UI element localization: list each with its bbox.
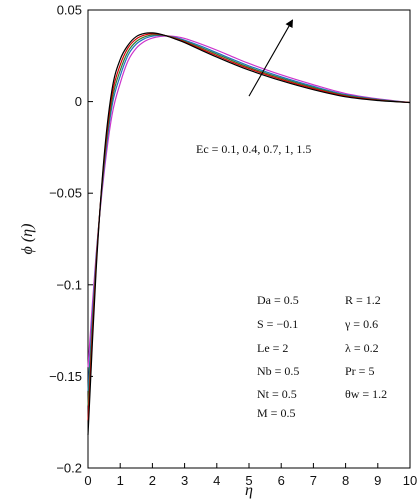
param-nb: Nb = 0.5 — [257, 364, 299, 378]
param-s: S = −0.1 — [257, 317, 298, 331]
x-tick-label: 8 — [342, 473, 349, 488]
param-r: R = 1.2 — [345, 293, 381, 307]
param-da: Da = 0.5 — [257, 293, 299, 307]
y-tick-label: −0.05 — [49, 186, 82, 201]
x-tick-label: 0 — [84, 473, 91, 488]
param-lambda: λ = 0.2 — [345, 341, 379, 355]
param-le: Le = 2 — [257, 341, 288, 355]
x-tick-label: 5 — [245, 473, 252, 488]
y-tick-label: −0.2 — [56, 461, 82, 476]
series-line — [87, 33, 411, 421]
series-lines — [87, 32, 411, 436]
y-tick-label: −0.15 — [49, 369, 82, 384]
tick-labels: 0 1 2 3 4 5 6 7 8 9 10 −0.2 −0.15 −0.1 −0.05 0 0.05 — [49, 3, 417, 489]
param-gamma: γ = 0.6 — [344, 317, 378, 331]
param-theta-w: θw = 1.2 — [345, 387, 387, 401]
y-tick-label: 0 — [75, 94, 82, 109]
x-tick-label: 9 — [374, 473, 381, 488]
increase-arrow-icon — [248, 19, 293, 97]
arrow-label: Ec = 0.1, 0.4, 0.7, 1, 1.5 — [196, 142, 311, 156]
y-tick-label: 0.05 — [57, 3, 82, 18]
series-line — [87, 34, 411, 392]
x-tick-label: 10 — [403, 473, 417, 488]
x-axis-title: η — [245, 482, 253, 499]
x-tick-label: 6 — [278, 473, 285, 488]
x-tick-label: 1 — [117, 473, 124, 488]
x-tick-label: 3 — [181, 473, 188, 488]
series-line — [87, 32, 411, 436]
param-m: M = 0.5 — [257, 406, 295, 420]
y-axis-title: ϕ (η) — [19, 224, 36, 255]
x-tick-label: 7 — [310, 473, 317, 488]
param-nt: Nt = 0.5 — [257, 387, 297, 401]
x-tick-label: 2 — [149, 473, 156, 488]
param-pr: Pr = 5 — [345, 364, 374, 378]
x-tick-label: 4 — [213, 473, 220, 488]
parameter-list: Da = 0.5 S = −0.1 Le = 2 Nb = 0.5 Nt = 0… — [257, 293, 387, 420]
y-tick-label: −0.1 — [56, 277, 82, 292]
